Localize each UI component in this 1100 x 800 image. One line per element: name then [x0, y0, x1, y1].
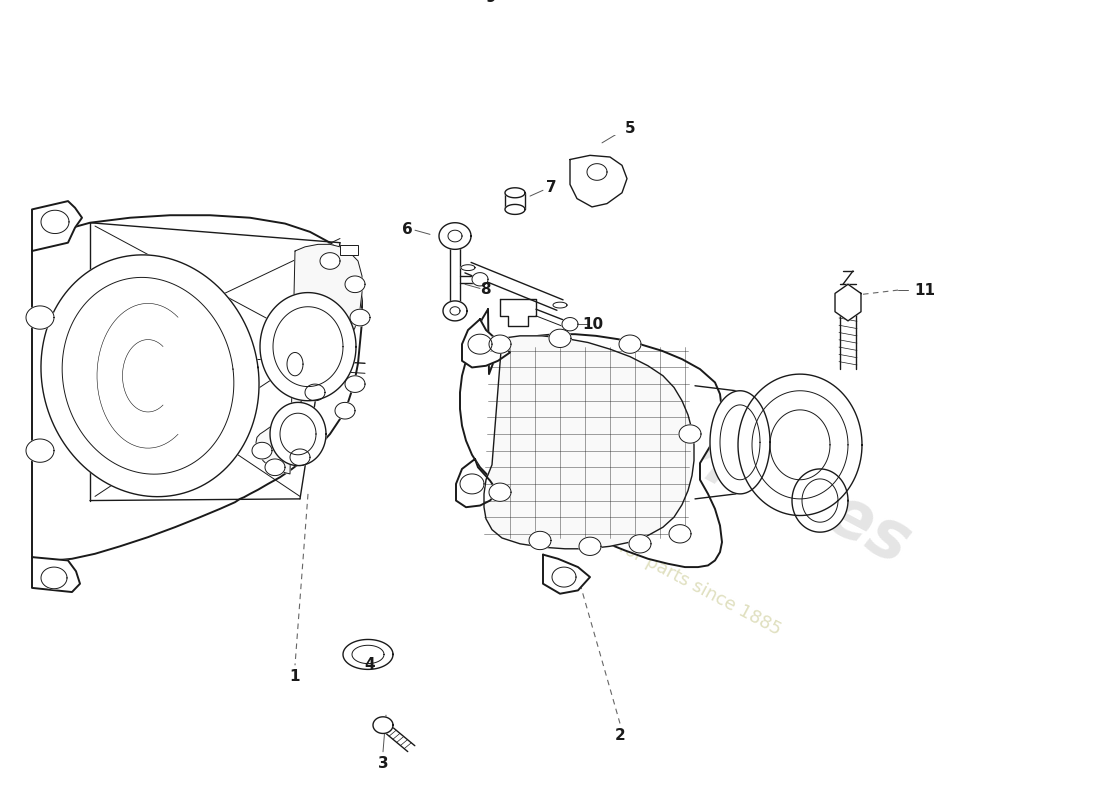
- Polygon shape: [460, 310, 722, 567]
- Polygon shape: [669, 525, 691, 543]
- Polygon shape: [252, 442, 272, 459]
- Text: 10: 10: [582, 317, 604, 332]
- Polygon shape: [320, 253, 340, 270]
- Polygon shape: [26, 439, 54, 462]
- Polygon shape: [720, 405, 760, 480]
- Polygon shape: [456, 459, 498, 507]
- Polygon shape: [290, 449, 310, 466]
- Polygon shape: [305, 384, 324, 401]
- Polygon shape: [345, 376, 365, 393]
- Polygon shape: [472, 273, 488, 286]
- Polygon shape: [679, 425, 701, 443]
- Polygon shape: [770, 410, 830, 480]
- Polygon shape: [32, 557, 80, 592]
- Polygon shape: [345, 276, 365, 293]
- Polygon shape: [336, 402, 355, 419]
- Polygon shape: [41, 210, 69, 234]
- Polygon shape: [752, 390, 848, 499]
- Polygon shape: [273, 306, 343, 386]
- Polygon shape: [448, 230, 462, 242]
- Text: 1: 1: [289, 670, 300, 684]
- Text: 3: 3: [377, 756, 388, 771]
- Polygon shape: [505, 205, 525, 214]
- Bar: [340, 245, 358, 255]
- Text: 11: 11: [914, 282, 935, 298]
- Polygon shape: [256, 244, 362, 474]
- Text: 8: 8: [480, 282, 491, 297]
- Polygon shape: [350, 310, 370, 326]
- Polygon shape: [710, 390, 770, 494]
- Text: 2: 2: [615, 728, 626, 742]
- Polygon shape: [352, 646, 384, 663]
- Polygon shape: [835, 284, 861, 321]
- Polygon shape: [260, 293, 356, 401]
- Polygon shape: [484, 336, 694, 549]
- Polygon shape: [570, 155, 627, 207]
- Polygon shape: [32, 201, 82, 251]
- Polygon shape: [287, 353, 303, 376]
- Polygon shape: [553, 302, 566, 308]
- Polygon shape: [629, 534, 651, 553]
- Polygon shape: [460, 474, 484, 494]
- Polygon shape: [562, 318, 578, 331]
- Polygon shape: [587, 164, 607, 180]
- Polygon shape: [579, 537, 601, 555]
- Polygon shape: [443, 301, 468, 321]
- Text: a passion for parts since 1885: a passion for parts since 1885: [536, 495, 784, 639]
- Polygon shape: [505, 188, 525, 198]
- Polygon shape: [265, 459, 285, 475]
- Text: 7: 7: [546, 180, 557, 195]
- Polygon shape: [619, 335, 641, 354]
- Polygon shape: [26, 306, 54, 329]
- Polygon shape: [270, 402, 326, 466]
- Polygon shape: [490, 483, 512, 502]
- Polygon shape: [549, 329, 571, 347]
- Polygon shape: [543, 554, 590, 594]
- Polygon shape: [439, 222, 471, 250]
- Polygon shape: [373, 717, 393, 734]
- Polygon shape: [468, 334, 492, 354]
- Polygon shape: [490, 335, 512, 354]
- Polygon shape: [738, 374, 862, 515]
- Polygon shape: [41, 255, 258, 497]
- Polygon shape: [32, 215, 362, 561]
- Polygon shape: [792, 469, 848, 532]
- Text: 6: 6: [402, 222, 412, 237]
- Polygon shape: [552, 567, 576, 587]
- Polygon shape: [343, 639, 393, 670]
- Polygon shape: [280, 414, 316, 454]
- Polygon shape: [462, 319, 510, 367]
- Text: 5: 5: [625, 122, 636, 136]
- Text: 4: 4: [365, 657, 375, 672]
- Text: 9: 9: [486, 0, 496, 5]
- Text: eurospares: eurospares: [518, 322, 922, 578]
- Polygon shape: [529, 531, 551, 550]
- Polygon shape: [802, 479, 838, 522]
- Polygon shape: [41, 567, 67, 589]
- Polygon shape: [450, 306, 460, 315]
- Polygon shape: [461, 265, 475, 270]
